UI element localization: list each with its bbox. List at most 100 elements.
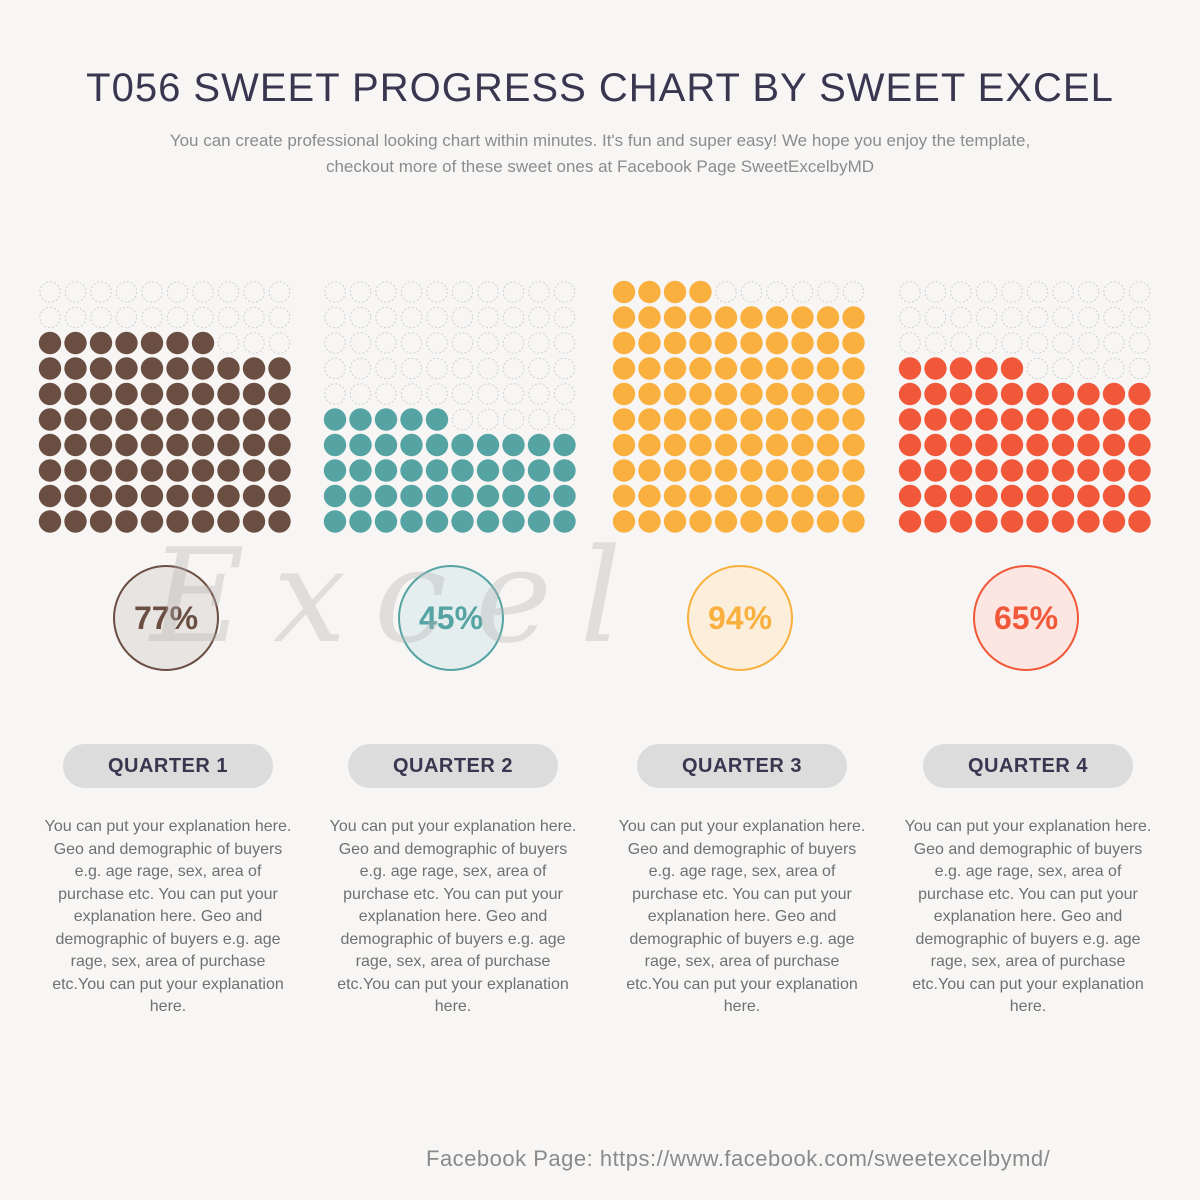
waffle-dot-empty <box>1001 332 1023 354</box>
waffle-dot-empty <box>375 332 397 354</box>
page-title: T056 SWEET PROGRESS CHART BY SWEET EXCEL <box>86 66 1114 110</box>
waffle-dot-filled <box>1000 382 1024 406</box>
waffle-dot-filled <box>924 484 947 508</box>
waffle-dot-filled <box>425 484 449 508</box>
waffle-dot-filled <box>689 408 712 431</box>
waffle-dot-empty <box>375 383 397 405</box>
waffle-dot-filled <box>842 331 865 355</box>
waffle-dot-filled <box>765 510 789 533</box>
waffle-dot-empty <box>553 281 576 303</box>
waffle-dot-filled <box>816 306 840 329</box>
waffle-dot-empty <box>502 281 525 303</box>
waffle-dot-filled <box>38 382 62 406</box>
waffle-dot-filled <box>115 357 138 380</box>
waffle-dot-filled <box>924 433 947 457</box>
waffle-dot-empty <box>39 306 61 329</box>
waffle-dot-filled <box>349 408 372 431</box>
waffle-dot-empty <box>451 332 474 354</box>
waffle-dot-filled <box>816 331 840 355</box>
waffle-dot-empty <box>375 281 397 303</box>
waffle-dot-filled <box>451 459 474 482</box>
waffle-dot-filled <box>1077 433 1100 457</box>
waffle-dot-filled <box>1026 510 1049 533</box>
waffle-dot-filled <box>1000 357 1024 380</box>
value-label-q1: 77% <box>113 565 219 671</box>
waffle-dot-filled <box>1000 484 1024 508</box>
waffle-dot-filled <box>553 459 576 482</box>
waffle-dot-empty <box>166 306 189 329</box>
waffle-dot-filled <box>268 459 291 482</box>
waffle-dot-filled <box>217 459 240 482</box>
waffle-dot-filled <box>89 331 113 355</box>
waffle-dot-filled <box>791 306 814 329</box>
waffle-dot-filled <box>400 510 423 533</box>
waffle-dot-filled <box>714 510 738 533</box>
waffle-dot-empty <box>426 332 448 354</box>
waffle-dot-empty <box>349 306 372 329</box>
waffle-dot-filled <box>166 433 189 457</box>
waffle-dot-filled <box>166 408 189 431</box>
waffle-dot-empty <box>842 281 865 303</box>
waffle-dot-filled <box>663 280 687 304</box>
waffle-dot-filled <box>1051 433 1075 457</box>
waffle-dot-filled <box>1026 433 1049 457</box>
waffle-dot-empty <box>400 383 423 405</box>
waffle-dot-filled <box>791 484 814 508</box>
waffle-dot-filled <box>638 408 661 431</box>
waffle-dot-filled <box>1051 510 1075 533</box>
waffle-dot-filled <box>898 510 922 533</box>
waffle-dot-filled <box>740 433 763 457</box>
waffle-dot-filled <box>949 357 973 380</box>
waffle-dot-empty <box>715 281 737 303</box>
waffle-dot-filled <box>1051 382 1075 406</box>
waffle-dot-filled <box>949 459 973 482</box>
waffle-dot-filled <box>689 459 712 482</box>
waffle-dot-filled <box>166 459 189 482</box>
waffle-dot-filled <box>1128 510 1151 533</box>
quarter-3-description: You can put your explanation here. Geo a… <box>618 818 866 1015</box>
waffle-dot-empty <box>553 357 576 380</box>
waffle-dot-filled <box>425 459 449 482</box>
waffle-dot-filled <box>898 357 922 380</box>
waffle-dot-filled <box>663 306 687 329</box>
waffle-dot-filled <box>38 433 62 457</box>
waffle-dot-filled <box>816 459 840 482</box>
waffle-dot-filled <box>374 408 398 431</box>
waffle-dot-filled <box>38 484 62 508</box>
waffle-dot-filled <box>38 510 62 533</box>
waffle-dot-empty <box>115 281 138 303</box>
waffle-dot-filled <box>949 408 973 431</box>
waffle-dot-empty <box>477 306 499 329</box>
waffle-dot-filled <box>791 382 814 406</box>
waffle-dot-filled <box>166 331 189 355</box>
waffle-dot-filled <box>663 357 687 380</box>
waffle-dot-empty <box>553 332 576 354</box>
value-label-q4: 65% <box>973 565 1079 671</box>
waffle-dot-filled <box>502 433 525 457</box>
waffle-dot-filled <box>451 484 474 508</box>
waffle-dot-empty <box>268 281 291 303</box>
waffle-dot-empty <box>324 306 346 329</box>
waffle-dot-empty <box>924 281 947 303</box>
waffle-dot-filled <box>38 408 62 431</box>
waffle-dot-filled <box>1026 459 1049 482</box>
waffle-dot-filled <box>527 433 551 457</box>
waffle-dot-filled <box>1102 459 1126 482</box>
waffle-dot-filled <box>791 459 814 482</box>
waffle-dot-filled <box>527 510 551 533</box>
waffle-dot-filled <box>268 382 291 406</box>
waffle-dot-empty <box>166 281 189 303</box>
waffle-dot-filled <box>323 408 347 431</box>
waffle-dot-empty <box>477 281 499 303</box>
waffle-dot-empty <box>39 281 61 303</box>
waffle-dot-filled <box>1102 433 1126 457</box>
waffle-dot-filled <box>638 433 661 457</box>
waffle-dot-empty <box>975 281 998 303</box>
waffle-dot-filled <box>612 306 636 329</box>
waffle-dot-filled <box>400 484 423 508</box>
waffle-dot-filled <box>451 510 474 533</box>
waffle-dot-empty <box>243 332 265 354</box>
waffle-dot-filled <box>663 382 687 406</box>
waffle-dot-filled <box>689 484 712 508</box>
waffle-dot-filled <box>924 408 947 431</box>
